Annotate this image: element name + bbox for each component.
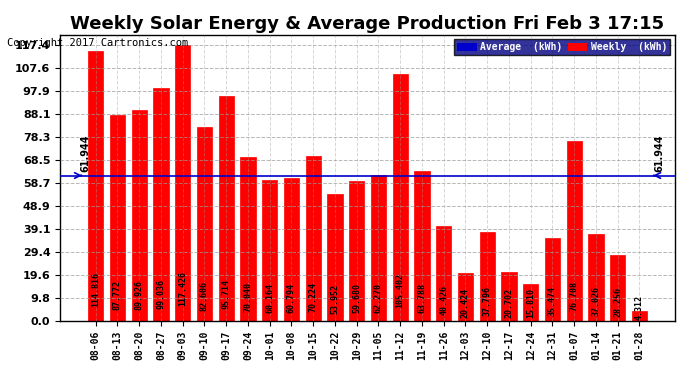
Bar	[197, 127, 212, 321]
Bar	[175, 45, 190, 321]
Legend: Average  (kWh), Weekly  (kWh): Average (kWh), Weekly (kWh)	[454, 39, 670, 55]
Text: 40.426: 40.426	[439, 285, 449, 315]
Text: 20.702: 20.702	[504, 288, 513, 318]
Text: Copyright 2017 Cartronics.com: Copyright 2017 Cartronics.com	[7, 38, 188, 48]
Text: 63.788: 63.788	[417, 283, 426, 313]
Text: 20.424: 20.424	[461, 288, 470, 318]
Bar	[610, 255, 625, 321]
Text: 62.270: 62.270	[374, 283, 383, 313]
Text: 15.810: 15.810	[526, 288, 535, 318]
Bar	[393, 74, 408, 321]
Bar	[327, 194, 342, 321]
Text: 61.944: 61.944	[655, 135, 664, 172]
Bar	[349, 181, 364, 321]
Text: 89.926: 89.926	[135, 280, 144, 310]
Bar	[110, 115, 125, 321]
Text: 4.312: 4.312	[635, 295, 644, 320]
Text: 60.794: 60.794	[287, 283, 296, 313]
Bar	[523, 284, 538, 321]
Bar	[371, 175, 386, 321]
Text: 82.606: 82.606	[200, 280, 209, 310]
Text: 99.036: 99.036	[157, 279, 166, 309]
Bar	[219, 96, 234, 321]
Text: 59.680: 59.680	[352, 283, 361, 313]
Text: 37.796: 37.796	[483, 286, 492, 316]
Text: 76.708: 76.708	[570, 281, 579, 311]
Text: 114.816: 114.816	[91, 272, 100, 307]
Text: 117.426: 117.426	[178, 272, 187, 306]
Bar	[153, 88, 168, 321]
Title: Weekly Solar Energy & Average Production Fri Feb 3 17:15: Weekly Solar Energy & Average Production…	[70, 15, 664, 33]
Bar	[436, 226, 451, 321]
Text: 35.474: 35.474	[548, 286, 557, 316]
Text: 61.944: 61.944	[81, 135, 90, 172]
Text: 70.040: 70.040	[244, 282, 253, 312]
Bar	[88, 51, 104, 321]
Text: 53.952: 53.952	[331, 284, 339, 314]
Bar	[458, 273, 473, 321]
Bar	[480, 232, 495, 321]
Text: 87.772: 87.772	[113, 280, 122, 310]
Text: 37.026: 37.026	[591, 286, 600, 316]
Bar	[502, 272, 517, 321]
Text: 105.402: 105.402	[395, 273, 404, 308]
Bar	[589, 234, 604, 321]
Bar	[240, 156, 255, 321]
Bar	[414, 171, 430, 321]
Text: 60.164: 60.164	[265, 283, 274, 313]
Bar	[545, 238, 560, 321]
Bar	[284, 178, 299, 321]
Bar	[306, 156, 321, 321]
Text: 28.256: 28.256	[613, 287, 622, 317]
Text: 95.714: 95.714	[221, 279, 230, 309]
Bar	[132, 110, 147, 321]
Bar	[262, 180, 277, 321]
Bar	[632, 311, 647, 321]
Text: 70.224: 70.224	[308, 282, 317, 312]
Bar	[566, 141, 582, 321]
